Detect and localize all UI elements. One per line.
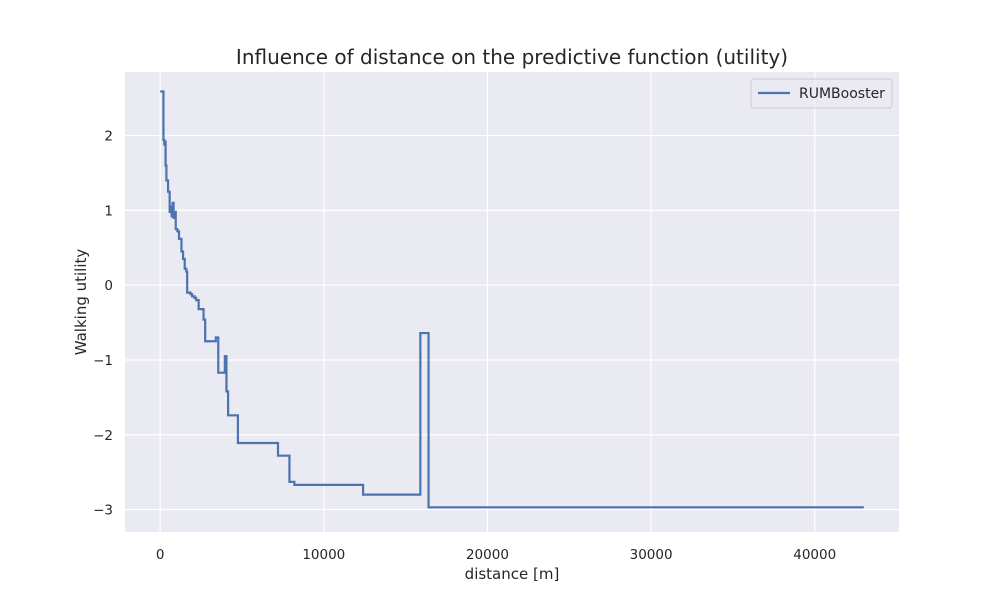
legend-label: RUMBooster xyxy=(799,86,885,102)
x-axis-label: distance [m] xyxy=(465,565,560,583)
y-tick-label: −3 xyxy=(93,503,113,519)
y-gridlines xyxy=(125,134,899,511)
x-tick-label: 20000 xyxy=(466,547,509,563)
legend: RUMBooster xyxy=(750,78,893,109)
y-tick-labels: −3 −2 −1 0 1 2 xyxy=(93,129,113,519)
plot-background xyxy=(125,72,899,532)
y-tick-label: −1 xyxy=(93,353,113,369)
x-tick-labels: 0 10000 20000 30000 40000 xyxy=(156,547,836,563)
x-tick-label: 10000 xyxy=(302,547,345,563)
series-line-rumbooster xyxy=(160,90,864,509)
y-axis-label: Walking utility xyxy=(72,249,90,356)
x-tick-label: 30000 xyxy=(630,547,673,563)
chart-title: Influence of distance on the predictive … xyxy=(236,45,788,69)
y-tick-label: 0 xyxy=(104,278,113,294)
y-tick-label: 2 xyxy=(104,129,113,145)
x-tick-label: 40000 xyxy=(793,547,836,563)
legend-box xyxy=(750,78,893,109)
x-tick-label: 0 xyxy=(156,547,165,563)
y-tick-label: 1 xyxy=(104,203,113,219)
y-tick-label: −2 xyxy=(93,428,113,444)
x-gridlines xyxy=(159,72,816,532)
